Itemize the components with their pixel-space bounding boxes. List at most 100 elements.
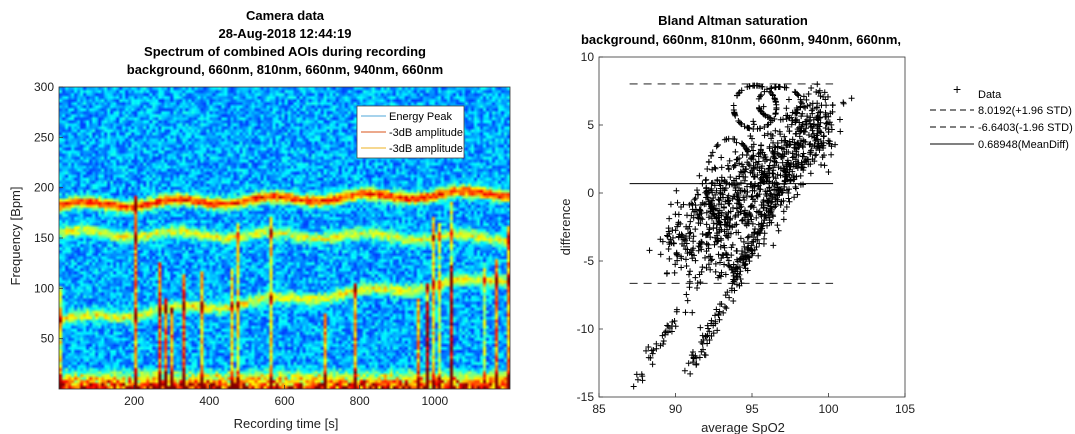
data-point (803, 96, 810, 103)
data-point (806, 117, 813, 124)
data-point (665, 245, 672, 252)
data-point (770, 213, 777, 220)
data-point (759, 83, 766, 90)
spectrogram-ytick-label: 250 (34, 130, 54, 144)
data-point (789, 136, 796, 143)
bland-altman-xtick-label: 85 (592, 402, 606, 416)
data-point (735, 196, 742, 203)
data-point (741, 187, 748, 194)
spectrogram-ytick-label: 300 (34, 80, 54, 94)
data-point (821, 89, 828, 96)
data-point (837, 128, 844, 135)
data-point (792, 185, 799, 192)
data-point (784, 123, 791, 130)
data-point (681, 367, 688, 374)
data-point (795, 92, 802, 99)
data-point (787, 163, 794, 170)
data-point (733, 175, 740, 182)
data-point (797, 172, 804, 179)
data-point (646, 247, 653, 254)
data-point (761, 235, 768, 242)
data-point (653, 345, 660, 352)
data-point (710, 195, 717, 202)
data-point (707, 257, 714, 264)
data-point (757, 226, 764, 233)
bland-altman-xlabel: average SpO2 (701, 420, 785, 434)
data-point (787, 178, 794, 185)
data-point (760, 204, 767, 211)
bland-altman-titles: Bland Altman saturation background, 660n… (581, 13, 901, 47)
data-point (704, 166, 711, 173)
data-point (742, 173, 749, 180)
data-point (746, 247, 753, 254)
bland-altman-ylabel: difference (558, 199, 573, 256)
data-point (673, 306, 680, 313)
data-point (717, 243, 724, 250)
data-point (709, 179, 716, 186)
data-point (742, 260, 749, 267)
data-point (666, 239, 673, 246)
data-point (669, 319, 676, 326)
data-point (744, 183, 751, 190)
data-point (809, 127, 816, 134)
data-point (659, 332, 666, 339)
data-point (780, 167, 787, 174)
data-point (807, 170, 814, 177)
data-point (639, 373, 646, 380)
bland-altman-ytick-label: -5 (583, 254, 594, 268)
data-point (755, 209, 762, 216)
data-point (814, 81, 821, 88)
data-point (757, 175, 764, 182)
spectrogram-xtick-label: 800 (350, 394, 370, 408)
data-point (811, 121, 818, 128)
data-point (796, 133, 803, 140)
data-point (775, 164, 782, 171)
data-point (697, 215, 704, 222)
data-point (785, 171, 792, 178)
data-point (774, 150, 781, 157)
data-point (665, 228, 672, 235)
data-point (800, 153, 807, 160)
data-point (767, 85, 774, 92)
data-point (730, 298, 737, 305)
data-point (760, 103, 767, 110)
data-point (812, 152, 819, 159)
data-point (671, 269, 678, 276)
data-point (692, 274, 699, 281)
data-point (740, 238, 747, 245)
data-point (692, 257, 699, 264)
data-point (750, 152, 757, 159)
data-point (807, 124, 814, 131)
data-point (758, 142, 765, 149)
data-point (716, 212, 723, 219)
data-point (713, 306, 720, 313)
spectrogram-xtick-label: 600 (274, 394, 294, 408)
data-point (643, 347, 650, 354)
data-point (737, 168, 744, 175)
data-point (703, 187, 710, 194)
data-point (659, 238, 666, 245)
data-point (771, 162, 778, 169)
data-point (798, 137, 805, 144)
data-point (746, 125, 753, 132)
legend-label-lower-limit: -6.6403(-1.96 STD) (978, 122, 1073, 134)
data-point (712, 320, 719, 327)
spectrogram-titles: Camera data 28-Aug-2018 12:44:19 Spectru… (127, 8, 443, 77)
data-point (657, 251, 664, 258)
data-point (705, 253, 712, 260)
data-point (760, 220, 767, 227)
data-point (802, 128, 809, 135)
data-point (683, 291, 690, 298)
data-point (751, 82, 758, 89)
data-point (815, 89, 822, 96)
data-point (722, 221, 729, 228)
data-point (735, 229, 742, 236)
data-point (829, 101, 836, 108)
data-point (722, 210, 729, 217)
data-point (781, 138, 788, 145)
data-point (808, 147, 815, 154)
data-point (739, 216, 746, 223)
data-point (682, 246, 689, 253)
data-point (694, 285, 701, 292)
data-point (784, 157, 791, 164)
